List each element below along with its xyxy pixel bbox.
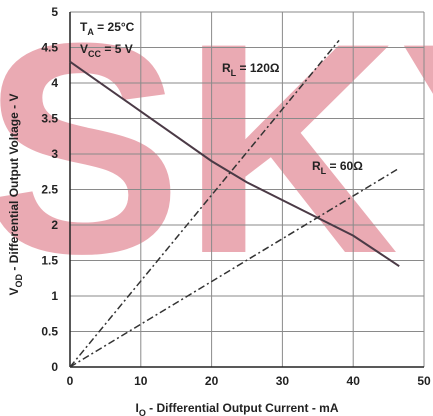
y-tick-label: 0.5 (41, 325, 58, 339)
x-axis-label-sub: O (139, 408, 146, 416)
x-tick-label: 20 (205, 374, 219, 388)
y-tick-label: 3.5 (41, 112, 58, 126)
y-tick-label: 5 (51, 5, 58, 19)
line (69, 60, 400, 268)
line (69, 39, 340, 368)
line (69, 167, 400, 368)
annotation-rest: = 120Ω (236, 61, 280, 75)
y-axis-label: VOD - Differential Output Voltage - V (7, 94, 24, 296)
x-axis-label-base: I (135, 401, 138, 415)
watermark: SKY (0, 0, 433, 316)
annotation-sub: A (87, 27, 94, 37)
annotation-base: T (80, 20, 88, 34)
annotation-sub: L (231, 68, 237, 78)
annotation: TA = 25°C (80, 20, 135, 37)
annotation-sub: L (321, 166, 327, 176)
x-tick-label: 10 (134, 374, 148, 388)
x-tick-label: 0 (67, 374, 74, 388)
annotation-rest: = 25°C (94, 20, 135, 34)
y-tick-label: 0 (51, 360, 58, 374)
annotation: VCC = 5 V (80, 42, 133, 59)
annotation-base: V (80, 42, 88, 56)
y-axis-label-base: V (7, 287, 21, 295)
y-tick-label: 1.5 (41, 254, 58, 268)
annotation-rest: = 60Ω (326, 159, 363, 173)
x-tick-label: 40 (347, 374, 361, 388)
y-tick-label: 3 (51, 147, 58, 161)
x-axis-label: IO - Differential Output Current - mA (135, 401, 338, 416)
annotation-base: R (312, 159, 321, 173)
y-axis-label-sub: OD (14, 273, 24, 287)
y-axis-label-rest: - Differential Output Voltage - V (7, 94, 21, 274)
annotation: RL = 60Ω (312, 159, 363, 176)
x-tick-label: 30 (276, 374, 290, 388)
y-tick-label: 1 (51, 289, 58, 303)
y-tick-label: 2 (51, 218, 58, 232)
y-tick-label: 2.5 (41, 183, 58, 197)
y-tick-label: 4 (51, 76, 58, 90)
x-axis-label-rest: - Differential Output Current - mA (146, 401, 339, 415)
annotation-sub: CC (88, 49, 101, 59)
annotation-rest: = 5 V (101, 42, 133, 56)
annotation: RL = 120Ω (222, 61, 280, 78)
x-tick-label: 50 (417, 374, 431, 388)
y-tick-label: 4.5 (41, 41, 58, 55)
annotation-base: R (222, 61, 231, 75)
